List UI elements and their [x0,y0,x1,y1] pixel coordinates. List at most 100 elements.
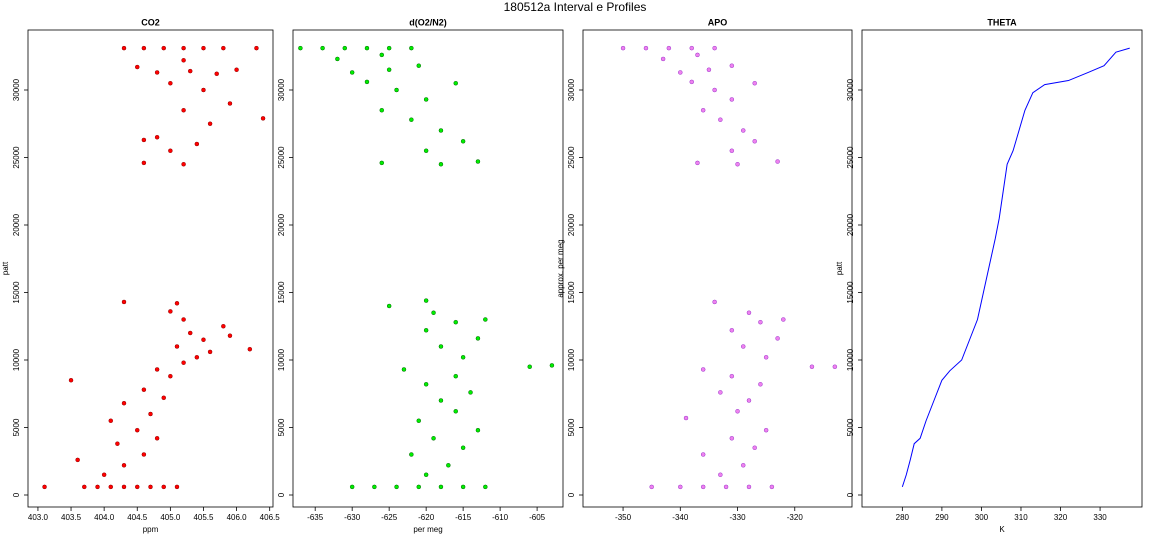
data-point [460,484,466,490]
data-point [416,484,422,490]
data-point [168,80,173,86]
data-point [108,418,114,423]
data-point [379,52,385,58]
x-tick-label: -350 [615,513,632,522]
data-point [832,364,838,369]
data-point [735,409,740,414]
x-tick-label: 280 [896,513,910,522]
y-tick-label: 10000 [846,348,855,371]
data-point [775,159,780,164]
x-tick-label: -635 [307,513,324,522]
y-tick-label: 15000 [12,281,21,304]
data-point [775,336,780,341]
data-point [372,484,377,490]
data-point [700,367,706,372]
data-point [438,161,444,167]
data-point [741,463,746,468]
y-tick-label: 25000 [567,146,576,169]
data-point [187,68,193,74]
y-tick-label: 20000 [12,213,21,236]
data-point [379,107,385,113]
data-point [678,70,683,75]
y-tick-label: 10000 [12,348,21,371]
data-point [695,52,700,58]
data-point [453,373,458,379]
data-point [718,390,723,395]
data-point [379,160,385,166]
data-point [746,398,752,403]
data-point [201,337,206,342]
x-tick-label: 403.0 [28,513,49,522]
plot-frame [861,29,1143,508]
x-tick-label: -615 [455,513,472,522]
data-point [115,441,120,446]
data-point [394,484,399,490]
data-point [752,139,757,144]
data-point [148,484,153,490]
data-point [438,398,444,403]
x-tick-label: 405.5 [193,513,214,522]
profile-line [901,47,1130,488]
x-axis-label: K [999,525,1005,534]
data-point [423,472,429,477]
y-tick-label: 10000 [277,348,286,371]
data-point [135,427,140,433]
data-point [386,303,392,309]
y-tick-label: 30000 [846,78,855,101]
data-point [168,148,173,153]
data-point [729,436,735,441]
data-point [666,45,672,51]
x-tick-label: -620 [418,513,435,522]
data-point [247,346,253,352]
data-point [174,301,180,306]
data-point [168,373,173,379]
data-point [527,364,532,369]
y-tick-label: 30000 [277,78,286,101]
data-point [758,319,763,325]
y-axis-label: patt [1,261,10,275]
y-tick-label: 5000 [12,418,21,436]
data-point [234,67,239,72]
data-point [460,139,466,144]
data-point [729,328,735,333]
x-tick-label: -330 [730,513,747,522]
x-tick-label: -610 [492,513,509,522]
data-point [729,148,735,153]
data-point [649,484,654,490]
data-point [423,298,429,303]
data-point [763,355,769,360]
data-point [181,161,186,167]
data-point [320,45,325,51]
y-tick-label: 0 [846,492,855,497]
data-point [364,45,370,51]
data-point [181,58,186,63]
data-point [187,330,193,336]
data-point [620,45,626,51]
data-point [723,484,729,490]
data-point [181,317,186,322]
data-point [148,411,153,417]
x-axis-label: ppm [143,525,159,534]
plot-frame [292,29,564,508]
plot-frame [27,29,274,508]
data-point [386,45,392,51]
data-point [101,472,107,477]
y-tick-label: 30000 [567,78,576,101]
panel-title: THETA [987,17,1017,27]
data-point [729,97,735,102]
data-point [475,427,481,433]
data-point [409,45,414,51]
y-tick-label: 0 [277,492,286,497]
y-tick-label: 0 [12,492,21,497]
data-point [431,436,436,441]
data-point [781,317,786,322]
data-point [700,452,706,457]
data-point [475,159,481,164]
data-point [194,141,200,147]
data-point [416,418,422,423]
data-point [201,87,206,93]
data-point [68,377,74,383]
data-point [423,382,429,387]
x-tick-label: -630 [344,513,361,522]
data-point [729,63,735,68]
